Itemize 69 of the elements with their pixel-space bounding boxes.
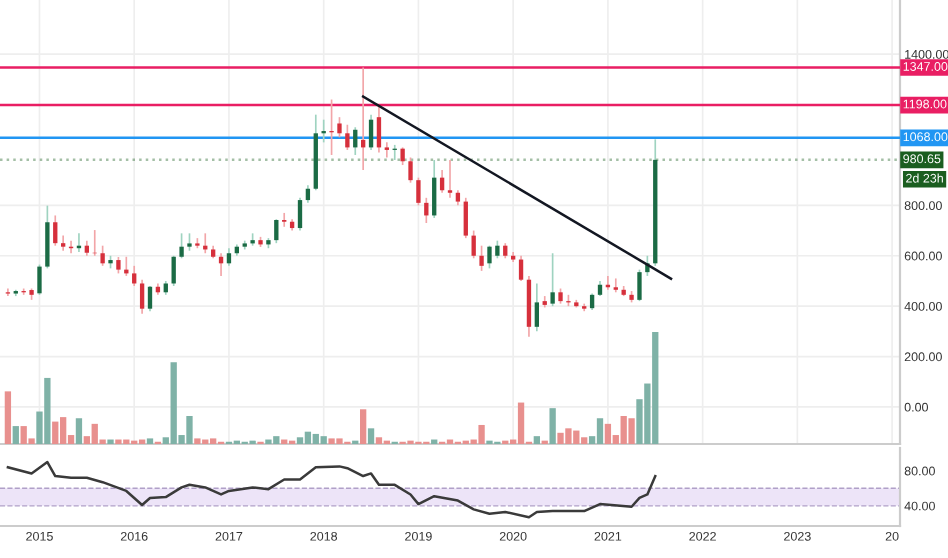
candlestick bbox=[368, 113, 374, 151]
bar bbox=[581, 437, 588, 444]
bar bbox=[75, 418, 83, 444]
bar bbox=[4, 391, 12, 444]
bar bbox=[596, 418, 604, 444]
candlestick bbox=[45, 204, 50, 270]
candlestick bbox=[463, 196, 468, 239]
line-series bbox=[6, 460, 657, 519]
bar bbox=[273, 436, 280, 444]
candlestick bbox=[132, 265, 137, 287]
bar bbox=[312, 433, 319, 444]
bar bbox=[146, 438, 154, 444]
bar bbox=[60, 417, 67, 444]
candlestick bbox=[297, 196, 303, 232]
bar bbox=[517, 402, 525, 444]
candlestick bbox=[479, 244, 484, 272]
bar bbox=[549, 408, 556, 444]
candlestick bbox=[179, 232, 184, 260]
bar bbox=[375, 437, 383, 444]
bar bbox=[628, 418, 635, 444]
candlestick bbox=[329, 98, 334, 156]
candlestick bbox=[550, 252, 555, 307]
bar bbox=[557, 432, 564, 444]
bar bbox=[533, 436, 540, 444]
candlestick bbox=[282, 212, 287, 228]
candlestick bbox=[613, 277, 618, 294]
bar bbox=[186, 416, 193, 444]
bar bbox=[478, 424, 485, 444]
bar bbox=[565, 428, 572, 444]
bar bbox=[620, 416, 627, 444]
candlestick bbox=[408, 156, 413, 184]
candlestick bbox=[518, 254, 524, 282]
candlestick bbox=[139, 278, 145, 315]
bar bbox=[170, 362, 177, 444]
candlestick bbox=[416, 176, 421, 207]
candlestick bbox=[637, 268, 642, 302]
candlestick bbox=[471, 229, 476, 260]
bar bbox=[20, 426, 27, 444]
candlestick bbox=[447, 159, 453, 199]
bar bbox=[367, 428, 375, 444]
candlestick bbox=[37, 263, 42, 296]
candlestick bbox=[487, 244, 492, 270]
bar bbox=[652, 332, 659, 444]
bar bbox=[52, 421, 59, 444]
candlestick bbox=[274, 218, 279, 245]
candlestick bbox=[384, 141, 390, 159]
candlestick bbox=[526, 275, 532, 338]
candlestick bbox=[432, 159, 437, 219]
bar bbox=[320, 436, 327, 444]
candlestick bbox=[337, 116, 342, 139]
candlestick bbox=[147, 285, 153, 313]
bar bbox=[296, 437, 304, 444]
bar bbox=[44, 377, 51, 444]
bar bbox=[573, 430, 580, 444]
candlestick bbox=[534, 282, 540, 333]
candlestick bbox=[171, 254, 176, 287]
bar bbox=[360, 409, 367, 444]
bar bbox=[194, 438, 201, 444]
bar bbox=[210, 438, 217, 444]
bar bbox=[604, 423, 612, 444]
candlestick bbox=[345, 123, 350, 151]
candlestick bbox=[376, 104, 382, 154]
bar bbox=[328, 438, 335, 444]
bar bbox=[336, 438, 343, 444]
candlestick bbox=[100, 244, 105, 267]
bar bbox=[12, 426, 19, 444]
bar bbox=[304, 431, 312, 444]
candlestick bbox=[53, 214, 58, 247]
bar bbox=[91, 423, 98, 444]
